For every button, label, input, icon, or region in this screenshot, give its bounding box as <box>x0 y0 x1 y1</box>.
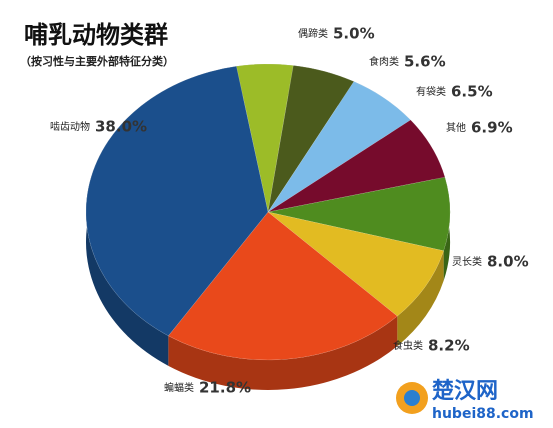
slice <box>267 211 444 317</box>
watermark-url: hubei88.com <box>432 406 534 422</box>
value-label: 6.9% <box>471 119 513 137</box>
pie-tops <box>85 63 451 361</box>
slice <box>85 65 269 337</box>
chart-subtitle: （按习性与主要外部特征分类） <box>20 54 174 68</box>
value-label: 6.5% <box>451 83 493 101</box>
slice <box>267 81 411 213</box>
value-label: 5.0% <box>333 25 375 43</box>
slice-label: 食肉类 <box>369 55 399 68</box>
value-label: 38.0% <box>95 118 147 136</box>
slice-label: 偶蹄类 <box>298 27 328 40</box>
slice <box>167 211 398 361</box>
slice-label: 啮齿动物 <box>50 120 90 133</box>
slice-side <box>168 316 398 391</box>
slice <box>236 63 294 213</box>
slice-label: 食虫类 <box>393 339 423 352</box>
watermark: 楚汉网 hubei88.com <box>396 379 534 422</box>
value-label: 8.2% <box>428 337 470 355</box>
watermark-name: 楚汉网 <box>432 379 498 404</box>
watermark-logo <box>404 390 420 406</box>
slice-label: 其他 <box>446 121 466 134</box>
value-label: 21.8% <box>199 379 251 397</box>
value-label: 5.6% <box>404 53 446 71</box>
value-label: 8.0% <box>487 253 529 271</box>
slice <box>267 65 355 213</box>
slice-label: 有袋类 <box>416 85 446 98</box>
slice-label: 灵长类 <box>452 255 482 268</box>
slice-label: 蝙蝠类 <box>164 381 194 394</box>
slice <box>267 176 451 252</box>
slice-side <box>397 250 444 347</box>
chart-title: 哺乳动物类群 <box>24 21 168 49</box>
slice <box>267 119 446 213</box>
